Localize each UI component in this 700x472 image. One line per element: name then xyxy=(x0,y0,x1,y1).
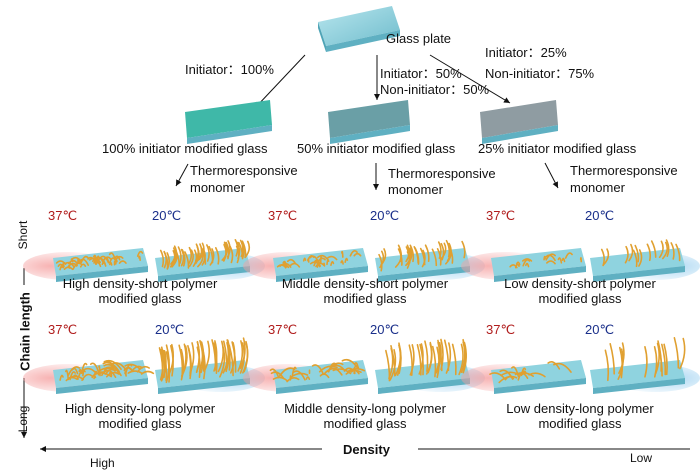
label-mid-long-2: modified glass xyxy=(323,416,407,431)
label-low-long-2: modified glass xyxy=(538,416,622,431)
temp-warm-hs: 37℃ xyxy=(48,208,78,223)
y-axis-short: Short xyxy=(16,220,30,250)
label-high-long-1: High density-long polymer xyxy=(64,401,216,416)
y-axis-long: Long xyxy=(16,405,30,433)
sample-hs-cool xyxy=(155,238,265,282)
sample-ml-warm xyxy=(243,358,368,394)
glass-plate-icon xyxy=(318,6,400,52)
modified-glass-100-icon xyxy=(185,100,272,144)
label-low-short-1: Low density-short polymer xyxy=(504,276,656,291)
temp-cool-ls: 20℃ xyxy=(585,208,615,223)
temp-warm-hl: 37℃ xyxy=(48,322,78,337)
branch-right-label-1: Initiator：25% xyxy=(485,45,567,60)
temp-warm-ml: 37℃ xyxy=(268,322,298,337)
label-low-short-2: modified glass xyxy=(538,291,622,306)
label-low-long-1: Low density-long polymer xyxy=(506,401,654,416)
monomer-mid-line1: Thermoresponsive xyxy=(388,166,496,181)
sample-ms-warm xyxy=(243,248,368,282)
sample-ls-warm xyxy=(461,248,586,282)
monomer-right-line2: monomer xyxy=(570,180,625,195)
monomer-mid-line2: monomer xyxy=(388,182,443,197)
label-mid-short-2: modified glass xyxy=(323,291,407,306)
branch-left-label: Initiator：100% xyxy=(185,62,274,77)
modified-glass-50-label: 50% initiator modified glass xyxy=(297,141,456,156)
x-axis-low: Low xyxy=(630,451,653,465)
label-high-short-1: High density-short polymer xyxy=(62,276,218,291)
temp-warm-ms: 37℃ xyxy=(268,208,298,223)
sample-ml-cool xyxy=(375,338,485,394)
modified-glass-100-label: 100% initiator modified glass xyxy=(102,141,268,156)
temp-cool-hs: 20℃ xyxy=(152,208,182,223)
sample-ll-warm xyxy=(461,360,586,394)
x-axis-title: Density xyxy=(343,442,390,457)
sample-ms-cool xyxy=(375,239,485,282)
label-mid-long-1: Middle density-long polymer xyxy=(284,401,446,416)
monomer-left-line2: monomer xyxy=(190,180,245,195)
label-high-short-2: modified glass xyxy=(98,291,182,306)
label-high-long-2: modified glass xyxy=(98,416,182,431)
modified-glass-25-label: 25% initiator modified glass xyxy=(478,141,637,156)
sample-hl-warm xyxy=(23,359,155,394)
branch-mid-label-1: Initiator：50% xyxy=(380,66,462,81)
branch-mid-label-2: Non-initiator：50% xyxy=(380,82,490,97)
modified-glass-25-icon xyxy=(480,100,558,144)
temp-warm-ll: 37℃ xyxy=(486,322,516,337)
monomer-left-line1: Thermoresponsive xyxy=(190,163,298,178)
sample-hl-cool xyxy=(155,337,265,394)
temp-cool-ms: 20℃ xyxy=(370,208,400,223)
label-mid-short-1: Middle density-short polymer xyxy=(281,276,449,291)
x-axis-high: High xyxy=(90,456,115,470)
temp-cool-ll: 20℃ xyxy=(585,322,615,337)
temp-cool-hl: 20℃ xyxy=(155,322,185,337)
monomer-right-line1: Thermoresponsive xyxy=(570,163,678,178)
sample-hs-warm xyxy=(23,248,148,282)
sample-ls-cool xyxy=(590,239,700,282)
y-axis-title: Chain length xyxy=(17,292,33,371)
temp-cool-ml: 20℃ xyxy=(370,322,400,337)
temp-warm-ls: 37℃ xyxy=(486,208,516,223)
modified-glass-50-icon xyxy=(328,100,410,144)
glass-plate-label: Glass plate xyxy=(386,31,452,46)
sample-ll-cool xyxy=(590,337,700,394)
branch-right-label-2: Non-initiator：75% xyxy=(485,66,595,81)
